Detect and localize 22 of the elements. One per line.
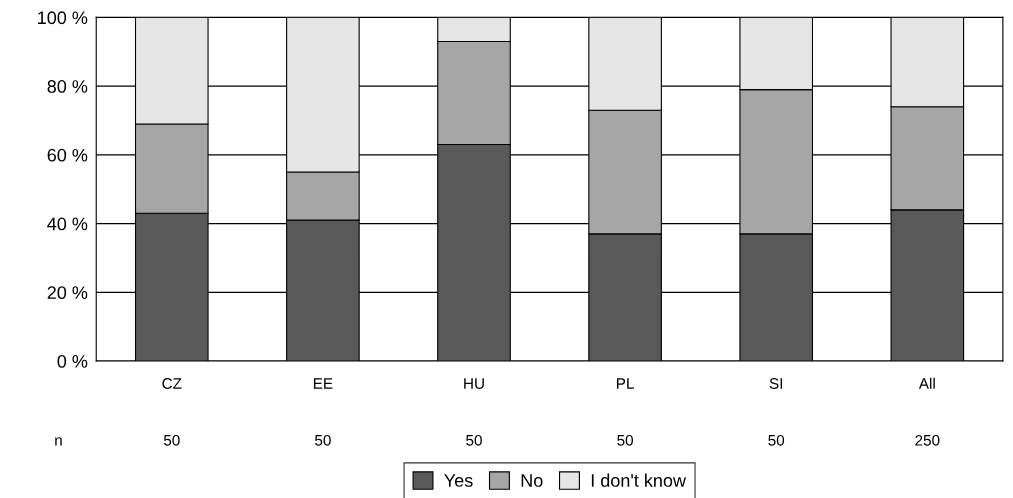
text: 50: [466, 434, 482, 446]
text: 50: [163, 434, 180, 446]
y-tick-label: 40 %: [47, 217, 88, 231]
x-tick-label: CZ: [162, 378, 182, 389]
y-tick-label: 0 %: [57, 354, 88, 368]
y-tick-label: 100 %: [38, 11, 88, 25]
legend-label: Yes: [444, 474, 473, 487]
x-tick-label: HU: [464, 378, 484, 389]
y-tick-label: 60 %: [47, 148, 88, 162]
legend-label: I don't know: [591, 473, 687, 487]
y-tick-label: 80 %: [47, 80, 88, 93]
text: n: [55, 437, 62, 446]
text: 50: [315, 434, 331, 446]
text: 250: [915, 434, 940, 446]
x-tick-label: SI: [769, 378, 783, 389]
legend-label: No: [521, 474, 543, 487]
x-tick-label: PL: [617, 378, 634, 389]
text: 50: [617, 434, 634, 446]
x-tick-label: All: [918, 377, 935, 389]
text: 50: [768, 434, 785, 446]
x-tick-label: EE: [313, 378, 333, 389]
y-tick-label: 20 %: [47, 286, 88, 300]
